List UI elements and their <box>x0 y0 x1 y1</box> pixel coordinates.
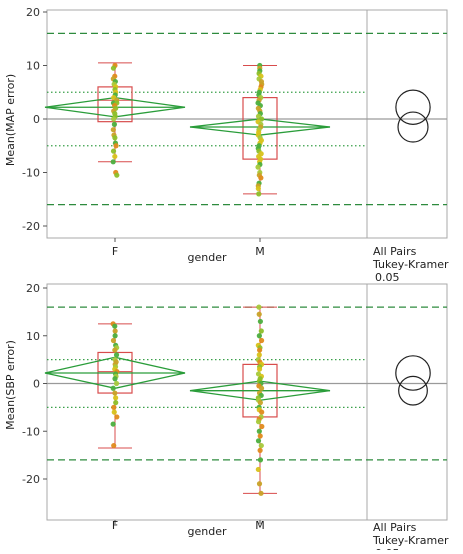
data-point <box>256 191 262 197</box>
data-point <box>112 376 118 382</box>
data-point <box>257 318 263 325</box>
data-point <box>256 311 262 317</box>
data-point <box>113 143 119 149</box>
y-axis-label: Mean(SBP error) <box>4 340 17 430</box>
data-point <box>256 304 262 310</box>
data-point <box>111 404 117 410</box>
x-tick-label: M <box>255 245 265 258</box>
data-point <box>111 121 118 127</box>
data-point <box>112 390 118 396</box>
y-tick-label: 20 <box>26 6 40 19</box>
comparison-method: Tukey-Kramer <box>372 258 449 271</box>
plot-frame <box>46 9 448 239</box>
data-point <box>111 442 117 449</box>
y-tick-label: 10 <box>26 330 40 343</box>
y-tick-label: 20 <box>26 282 40 295</box>
data-point <box>257 457 264 463</box>
y-tick-label: -10 <box>22 425 40 438</box>
y-tick-label: -10 <box>22 167 40 180</box>
data-point <box>110 421 116 427</box>
x-axis-label: gender <box>188 525 227 538</box>
data-point <box>255 419 262 425</box>
x-axis-label: gender <box>188 251 227 264</box>
comparison-circle <box>398 375 428 406</box>
data-point <box>258 490 264 496</box>
data-point <box>257 400 263 406</box>
data-point <box>114 172 120 178</box>
data-point <box>259 423 265 430</box>
data-point <box>113 395 119 401</box>
data-point <box>258 385 265 391</box>
data-point <box>113 400 119 406</box>
data-point <box>112 333 118 339</box>
data-point <box>258 175 264 181</box>
data-point <box>112 135 118 141</box>
data-point <box>112 347 118 353</box>
y-tick-label: 10 <box>26 60 40 73</box>
comparison-method: Tukey-Kramer <box>372 534 449 547</box>
data-point <box>259 409 265 415</box>
data-point <box>256 333 262 339</box>
data-point <box>112 328 118 334</box>
data-point <box>258 328 264 334</box>
y-axis-label: Mean(MAP error) <box>4 74 17 166</box>
data-point <box>257 447 263 453</box>
x-tick-label: F <box>112 519 118 532</box>
data-point <box>255 164 261 170</box>
data-point <box>112 153 118 160</box>
data-point <box>255 185 261 192</box>
data-point <box>257 347 263 353</box>
x-tick-label: M <box>255 519 265 532</box>
data-point <box>110 127 116 133</box>
plot-frame <box>46 283 448 521</box>
comparison-circle <box>397 111 429 143</box>
data-point <box>110 159 116 165</box>
data-point <box>110 337 117 344</box>
y-tick-label: 0 <box>33 113 40 126</box>
data-point <box>111 409 117 415</box>
data-point <box>256 366 263 372</box>
data-point <box>256 428 262 434</box>
data-point <box>111 116 117 122</box>
data-point <box>257 433 263 439</box>
data-point <box>110 385 116 391</box>
data-point <box>255 438 262 444</box>
y-tick-label: -20 <box>22 220 40 233</box>
comparison-alpha: 0.05 <box>375 271 400 284</box>
x-tick-label: F <box>112 245 118 258</box>
y-tick-label: -20 <box>22 473 40 486</box>
comparison-circle <box>395 89 431 125</box>
data-point <box>256 352 262 358</box>
data-point <box>255 466 261 473</box>
comparison-circle <box>395 355 431 391</box>
data-point <box>110 148 117 154</box>
data-point <box>258 337 265 344</box>
data-point <box>113 380 120 387</box>
data-point <box>114 414 120 420</box>
data-point <box>113 352 120 358</box>
data-point <box>258 442 264 449</box>
comparison-label: All Pairs <box>373 245 417 258</box>
comparison-label: All Pairs <box>373 521 417 534</box>
data-point <box>256 481 263 487</box>
data-point <box>110 65 117 71</box>
data-point <box>112 323 118 329</box>
y-tick-label: 0 <box>33 378 40 391</box>
